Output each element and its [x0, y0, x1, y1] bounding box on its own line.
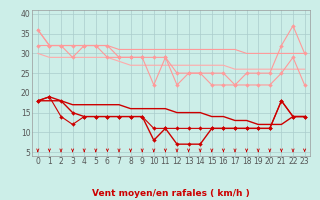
Text: Vent moyen/en rafales ( km/h ): Vent moyen/en rafales ( km/h ) [92, 189, 250, 198]
